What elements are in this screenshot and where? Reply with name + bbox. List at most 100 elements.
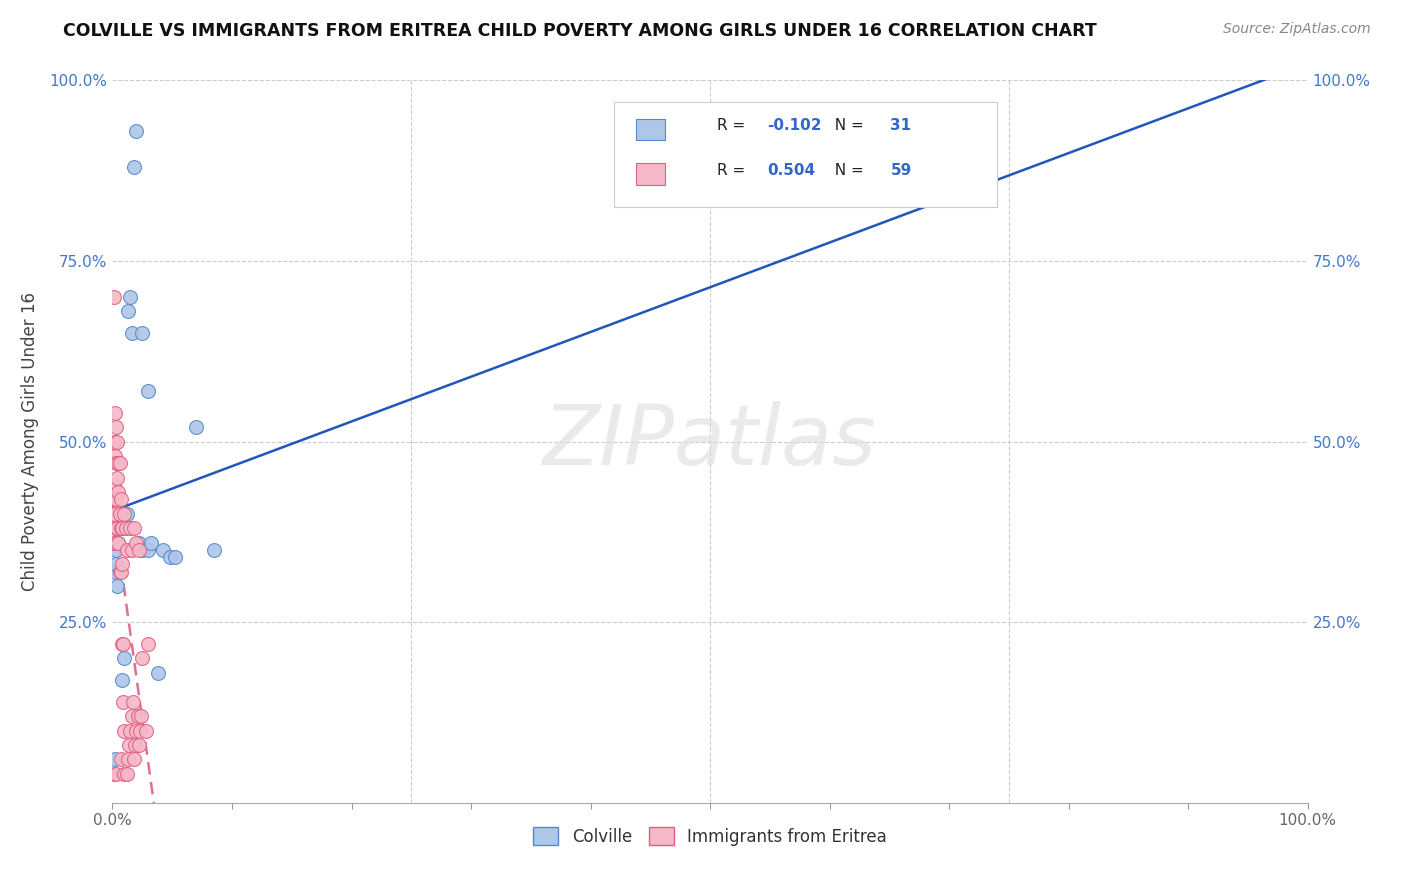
Point <box>135 723 157 738</box>
Point <box>125 535 148 549</box>
Point <box>114 767 135 781</box>
Point <box>104 521 127 535</box>
Text: ZIPatlas: ZIPatlas <box>543 401 877 482</box>
Point <box>118 738 141 752</box>
Text: N =: N = <box>825 163 869 178</box>
Point <box>107 485 129 500</box>
Point <box>110 492 132 507</box>
Point <box>120 723 142 738</box>
Point <box>115 507 138 521</box>
Point <box>107 535 129 549</box>
Point <box>110 521 132 535</box>
Point <box>105 434 128 449</box>
Point <box>152 542 174 557</box>
Point <box>120 521 142 535</box>
Point <box>114 507 135 521</box>
Point <box>103 478 125 492</box>
Point <box>110 752 132 766</box>
Text: 59: 59 <box>890 163 911 178</box>
Y-axis label: Child Poverty Among Girls Under 16: Child Poverty Among Girls Under 16 <box>21 292 38 591</box>
FancyBboxPatch shape <box>614 102 997 207</box>
Text: Source: ZipAtlas.com: Source: ZipAtlas.com <box>1223 22 1371 37</box>
Point <box>111 558 134 572</box>
Point <box>105 521 128 535</box>
Point <box>105 420 128 434</box>
Point <box>112 521 135 535</box>
Text: COLVILLE VS IMMIGRANTS FROM ERITREA CHILD POVERTY AMONG GIRLS UNDER 16 CORRELATI: COLVILLE VS IMMIGRANTS FROM ERITREA CHIL… <box>63 22 1097 40</box>
Point <box>104 449 127 463</box>
Point <box>114 521 136 535</box>
Point <box>105 456 128 470</box>
Text: N =: N = <box>825 119 869 133</box>
Point <box>138 384 160 398</box>
Point <box>122 160 145 174</box>
Point <box>112 637 135 651</box>
Point <box>103 434 125 449</box>
Point <box>128 738 150 752</box>
Point <box>129 709 152 723</box>
Point <box>105 470 128 484</box>
Point <box>114 723 135 738</box>
Point <box>104 492 127 507</box>
Point <box>122 521 145 535</box>
Point <box>131 326 153 340</box>
Point <box>105 492 128 507</box>
Point <box>112 695 135 709</box>
Point <box>105 767 128 781</box>
Point <box>124 738 146 752</box>
Point <box>114 651 135 665</box>
Legend: Colville, Immigrants from Eritrea: Colville, Immigrants from Eritrea <box>527 821 893 852</box>
Point <box>202 542 225 557</box>
Point <box>103 290 125 304</box>
Point <box>122 752 145 766</box>
Point <box>163 550 186 565</box>
Point <box>121 695 143 709</box>
Point <box>105 521 128 535</box>
Point <box>111 521 134 535</box>
Point <box>105 535 128 549</box>
Point <box>186 420 208 434</box>
Point <box>107 456 129 470</box>
Point <box>117 752 139 766</box>
Point <box>103 507 125 521</box>
Point <box>117 304 139 318</box>
Point <box>111 637 134 651</box>
Point <box>108 456 131 470</box>
Point <box>105 558 128 572</box>
Point <box>139 535 162 549</box>
Point <box>111 673 134 687</box>
Text: 0.504: 0.504 <box>768 163 815 178</box>
Point <box>120 290 142 304</box>
Point <box>127 709 149 723</box>
Point <box>128 535 150 549</box>
Text: -0.102: -0.102 <box>768 119 823 133</box>
Point <box>125 124 148 138</box>
Point <box>103 767 125 781</box>
Point <box>129 723 152 738</box>
Point <box>146 665 169 680</box>
FancyBboxPatch shape <box>636 119 665 140</box>
Point <box>115 542 138 557</box>
Point <box>107 535 129 549</box>
Point <box>105 542 128 557</box>
Point <box>121 542 143 557</box>
Point <box>104 565 127 579</box>
Point <box>121 709 143 723</box>
Point <box>138 542 160 557</box>
Text: 31: 31 <box>890 119 911 133</box>
Point <box>138 637 160 651</box>
FancyBboxPatch shape <box>636 163 665 185</box>
Point <box>131 542 153 557</box>
Point <box>128 542 150 557</box>
Point <box>125 723 148 738</box>
Point <box>110 565 132 579</box>
Point <box>104 406 127 420</box>
Text: R =: R = <box>717 119 751 133</box>
Point <box>108 565 131 579</box>
Point <box>121 326 143 340</box>
Point <box>159 550 181 565</box>
Point <box>131 651 153 665</box>
Point <box>108 521 131 535</box>
Point <box>103 535 125 549</box>
Point <box>105 535 128 549</box>
